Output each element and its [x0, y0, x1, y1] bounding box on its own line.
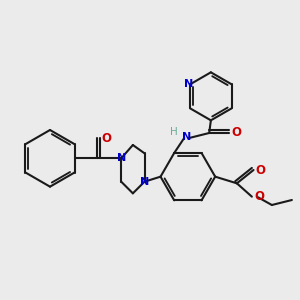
Text: H: H: [170, 127, 178, 137]
Text: O: O: [256, 164, 266, 176]
Text: N: N: [184, 79, 193, 89]
Text: N: N: [182, 132, 191, 142]
Text: O: O: [254, 190, 264, 203]
Text: O: O: [232, 127, 242, 140]
Text: N: N: [117, 153, 126, 163]
Text: N: N: [140, 177, 149, 187]
Text: O: O: [102, 132, 112, 145]
